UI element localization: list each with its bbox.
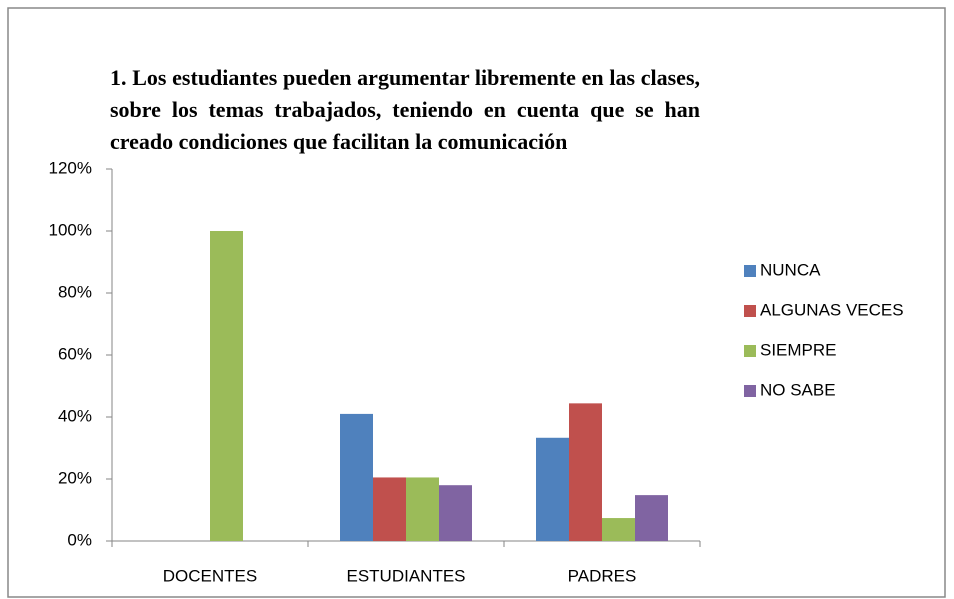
- chart-title: 1. Los estudiantes pueden argumentar lib…: [110, 65, 700, 154]
- legend-swatch: [744, 265, 756, 277]
- legend-label: ALGUNAS VECES: [760, 300, 904, 319]
- bar: [406, 477, 439, 541]
- y-tick-label: 120%: [49, 158, 92, 177]
- x-tick-label: PADRES: [568, 566, 637, 585]
- y-tick-label: 80%: [58, 282, 92, 301]
- legend-label: SIEMPRE: [760, 340, 837, 359]
- chart-border: [7, 7, 946, 598]
- legend-swatch: [744, 385, 756, 397]
- bar: [602, 518, 635, 541]
- y-tick-label: 60%: [58, 344, 92, 363]
- bar: [373, 477, 406, 541]
- y-tick-label: 100%: [49, 220, 92, 239]
- bar: [635, 495, 668, 541]
- y-tick-label: 20%: [58, 468, 92, 487]
- x-tick-label: ESTUDIANTES: [346, 566, 465, 585]
- y-tick-label: 40%: [58, 406, 92, 425]
- legend-label: NO SABE: [760, 380, 836, 399]
- bar: [340, 413, 373, 541]
- legend-swatch: [744, 305, 756, 317]
- legend-label: NUNCA: [760, 260, 821, 279]
- bar: [569, 403, 602, 541]
- x-tick-label: DOCENTES: [163, 566, 257, 585]
- bar: [536, 437, 569, 541]
- legend-swatch: [744, 345, 756, 357]
- y-tick-label: 0%: [67, 530, 92, 549]
- bar: [439, 485, 472, 541]
- bar: [210, 231, 243, 541]
